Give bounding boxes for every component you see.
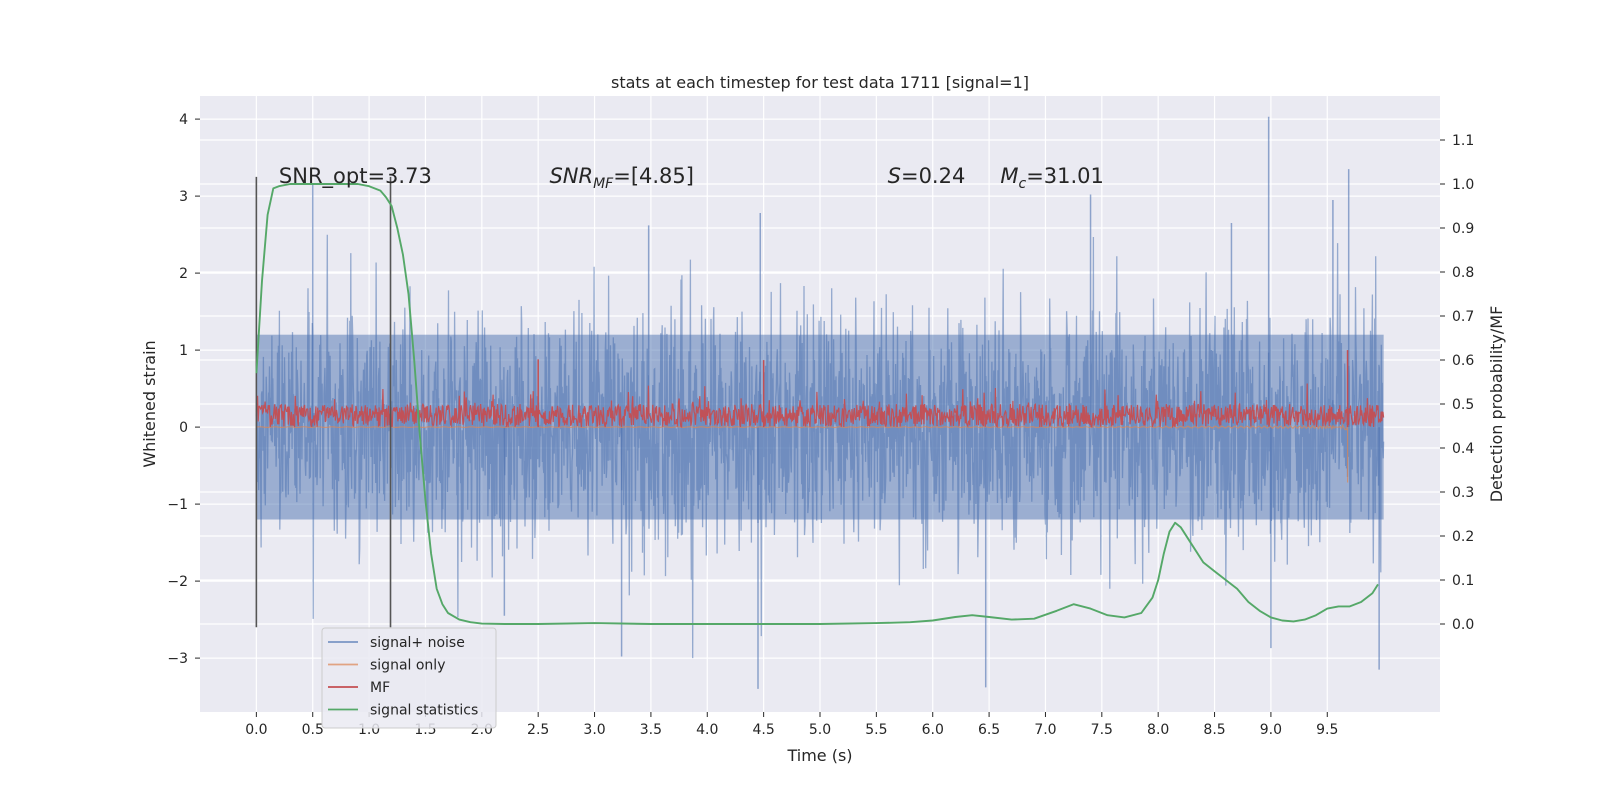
legend: signal+ noise signal only MF signal statist… [321,627,497,729]
x-tick-label: 2.5 [527,722,549,738]
annotation-snr_mf: SNRMF=[4.85] [549,164,694,192]
y-right-tick-label: 0.5 [1452,397,1474,413]
annotation-snr_mf-value: =[4.85] [613,164,694,188]
x-tick-label: 7.0 [1034,722,1056,738]
legend-label: signal statistics [370,703,478,719]
x-tick-label: 7.5 [1091,722,1113,738]
x-tick-label: 3.5 [640,722,662,738]
annotation-snr_opt: SNR_opt=3.73 [279,164,432,189]
x-tick-label: 3.0 [583,722,605,738]
x-tick-label: 0.0 [245,722,267,738]
legend-label: signal+ noise [370,635,465,651]
vline-layer [255,176,392,628]
mf-layer [255,350,1385,429]
annotation-snr_mf-subscript: MF [593,176,614,192]
y-right-tick-label: 0.9 [1452,221,1474,237]
tick-layer: 0.0 0.5 1.0 1.5 2.0 2.5 3.0 3.5 4.0 4.5 5.0 5.5 6.0 6… [167,112,1474,738]
y-right-tick-label: 0.6 [1452,353,1474,369]
signal-statistics-trace [255,183,1379,625]
y-axis-label-left: Whitened strain [140,340,159,467]
y-left-tick-label: 4 [179,112,188,128]
x-tick-label: 5.0 [809,722,831,738]
y-left-tick-label: −2 [167,574,188,590]
y-left-tick-label: 1 [179,343,188,359]
y-right-tick-label: 1.0 [1452,177,1474,193]
annotation-snr_mf-symbol: SNR [549,164,593,188]
y-left-tick-label: 2 [179,266,188,282]
x-tick-label: 8.5 [1203,722,1225,738]
x-tick-label: 6.0 [922,722,944,738]
y-left-tick-label: −3 [167,651,188,667]
annotation-s-value: =0.24 [901,164,965,188]
y-right-tick-label: 0.0 [1452,617,1474,633]
legend-label: MF [370,680,390,696]
chart-title: stats at each timestep for test data 171… [611,73,1029,92]
x-tick-label: 9.5 [1316,722,1338,738]
y-left-tick-label: 0 [179,420,188,436]
annotation-mc: Mc=31.01 [1000,164,1104,192]
annotation-s: S=0.24 [888,164,966,188]
legend-box [321,627,497,729]
y-left-tick-label: −1 [167,497,188,513]
y-right-tick-label: 0.4 [1452,441,1474,457]
y-left-tick-label: 3 [179,189,188,205]
y-right-tick-label: 1.1 [1452,133,1474,149]
x-tick-label: 4.0 [696,722,718,738]
y-axis-label-right: Detection probability/MF [1487,306,1506,503]
y-right-tick-label: 0.2 [1452,529,1474,545]
signal-statistics-layer [255,183,1379,625]
x-tick-label: 0.5 [302,722,324,738]
signal-only-trace [256,423,1349,483]
y-right-tick-label: 0.3 [1452,485,1474,501]
x-tick-label: 4.5 [753,722,775,738]
x-tick-label: 9.0 [1260,722,1282,738]
annotation-s-symbol: S [888,164,901,188]
mf-trace [255,383,1385,429]
y-right-tick-label: 0.8 [1452,265,1474,281]
y-right-tick-label: 0.1 [1452,573,1474,589]
annotation-mc-subscript: c [1018,176,1026,192]
legend-label: signal only [370,658,445,674]
x-tick-label: 8.0 [1147,722,1169,738]
x-tick-label: 6.5 [978,722,1000,738]
y-right-tick-label: 0.7 [1452,309,1474,325]
annotation-layer: SNR_opt=3.73 SNRMF=[4.85] S=0.24 Mc=31.01 [279,164,1104,192]
annotation-mc-symbol: M [1000,164,1018,188]
annotation-mc-value: =31.01 [1026,164,1104,188]
x-axis-label: Time (s) [786,746,852,765]
x-tick-label: 5.5 [865,722,887,738]
signal-only-layer [256,423,1349,483]
